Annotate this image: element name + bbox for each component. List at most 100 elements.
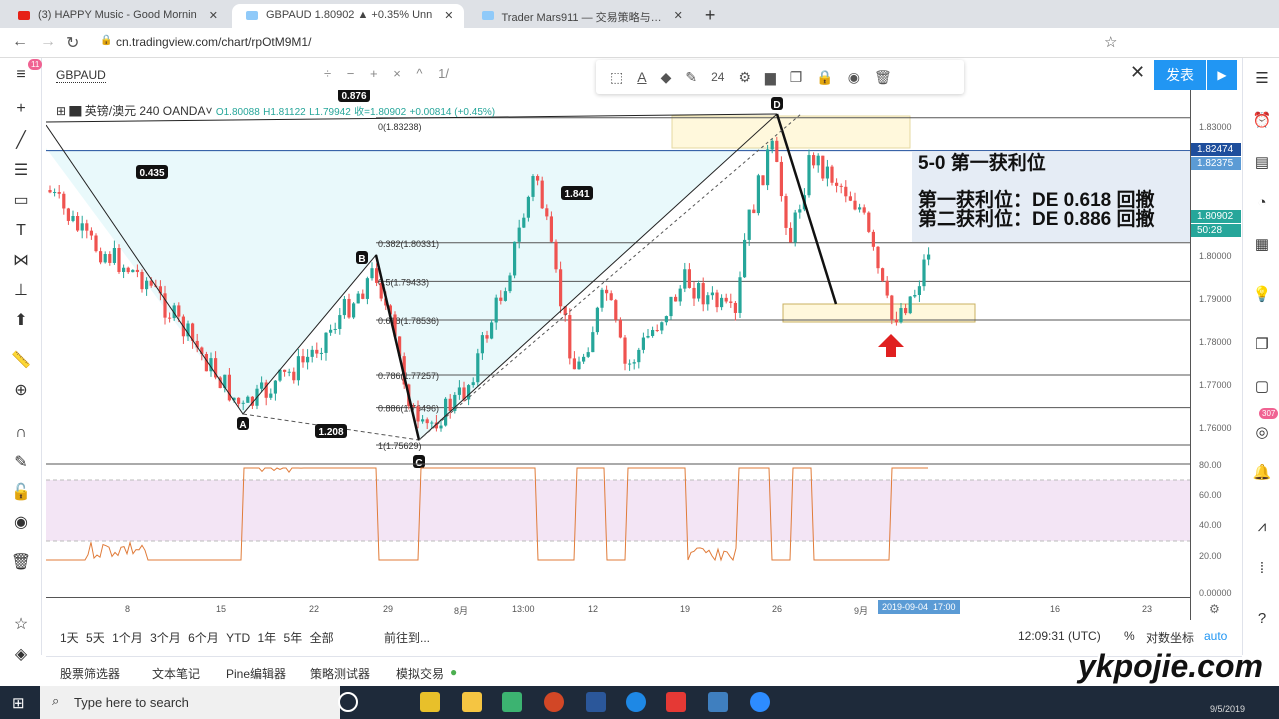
zoom-in-icon[interactable]: ⊕ [14, 382, 28, 399]
last-price-tag: 1.80902 [1191, 210, 1241, 223]
candle [632, 362, 636, 364]
lock-drawings-icon[interactable]: 🔓 [11, 484, 31, 501]
url-field[interactable]: 🔒 cn.tradingview.com/chart/rpOtM9M1/ [100, 35, 312, 49]
auto-toggle[interactable]: auto [1204, 629, 1228, 643]
app-s-blue-icon[interactable] [708, 692, 728, 712]
bookmark-star-icon[interactable]: ☆ [1104, 34, 1118, 51]
log-toggle[interactable]: 对数坐标 [1146, 631, 1195, 645]
arrow-up-icon[interactable]: ⬆ [14, 312, 28, 329]
text-color-icon[interactable]: A [637, 69, 647, 85]
streams-icon[interactable]: ◎ [1255, 424, 1269, 441]
line-color-icon[interactable]: ✎ [685, 68, 698, 85]
close-tab-icon[interactable]: ✕ [444, 10, 454, 22]
candle [729, 301, 733, 303]
alarm-clock-icon[interactable]: ⏰ [1252, 112, 1272, 129]
tab-strategy-tester[interactable]: 策略测试器 [310, 667, 371, 681]
bell-icon[interactable]: 🔔 [1252, 464, 1272, 481]
pattern-icon[interactable]: ⋈ [13, 252, 29, 269]
publish-button[interactable]: 发表 [1154, 60, 1206, 90]
ruler-icon[interactable]: 📏 [11, 352, 31, 369]
dom-icon[interactable]: ⁞ [1259, 560, 1265, 577]
candle [365, 278, 369, 299]
ideas-bulb-icon[interactable]: 💡 [1252, 286, 1272, 303]
zoom-app-icon[interactable] [750, 692, 770, 712]
favorites-star-icon[interactable]: ☆ [13, 616, 29, 633]
replay-icon[interactable]: ▶ [1207, 60, 1237, 90]
symbol-search[interactable]: GBPAUD [56, 68, 106, 83]
crosshair-icon[interactable]: + [16, 100, 26, 117]
wechat-icon[interactable] [502, 692, 522, 712]
forward-icon[interactable]: → [40, 33, 56, 50]
rectangle-icon[interactable]: ▭ [13, 192, 29, 209]
calculator-icon[interactable]: ▤ [1254, 154, 1270, 171]
layers-icon[interactable]: ◈ [14, 646, 28, 663]
file-explorer-icon[interactable] [462, 692, 482, 712]
windows-start-icon[interactable]: ⊞ [12, 695, 25, 712]
percent-toggle[interactable]: % [1124, 629, 1135, 643]
menu-icon[interactable]: ≡ [16, 66, 26, 83]
visibility-icon[interactable]: ◉ [847, 68, 861, 85]
time-tick: 16 [1050, 604, 1061, 614]
edge-icon[interactable] [626, 692, 646, 712]
tab-text-notes[interactable]: 文本笔记 [152, 667, 201, 681]
goto-date-button[interactable]: 前往到... [384, 631, 431, 645]
trash-icon[interactable]: 🗑 [874, 68, 892, 85]
settings-icon[interactable]: ⚙ [738, 68, 752, 85]
help-icon[interactable]: ? [1257, 610, 1267, 627]
close-tab-icon[interactable]: ✕ [208, 10, 218, 22]
hotlist-icon[interactable]: ◔ [1257, 194, 1267, 211]
candle [287, 371, 291, 373]
chats-icon[interactable]: ❐ [1255, 336, 1269, 353]
powerpoint-icon[interactable] [544, 692, 564, 712]
ratio-badge [136, 165, 168, 179]
candle [664, 316, 668, 323]
trend-line-icon[interactable]: ╱ [16, 132, 26, 149]
word-icon[interactable] [586, 692, 606, 712]
clone-icon[interactable]: ❐ [789, 68, 803, 85]
taskbar-search[interactable]: ⌕ Type here to search [40, 686, 340, 719]
new-tab-button[interactable]: + [704, 5, 716, 25]
chrome-icon[interactable] [420, 692, 440, 712]
chat-icon[interactable]: ▢ [1254, 378, 1270, 395]
close-tab-icon[interactable]: ✕ [673, 10, 683, 22]
trash-icon[interactable]: 🗑 [10, 554, 32, 571]
data-window-icon[interactable]: ⩘ [1257, 518, 1267, 535]
browser-tab-youtube[interactable]: (3) HAPPY Music - Good Mornin ✕ [4, 4, 228, 28]
tab-paper-trading[interactable]: 模拟交易 [396, 667, 445, 681]
measure-icon[interactable]: ⊥ [14, 282, 28, 299]
hide-drawings-icon[interactable]: ◉ [14, 514, 28, 531]
clock[interactable]: 12:09:31 (UTC) [1018, 629, 1101, 643]
legend-exchange[interactable]: OANDA [162, 104, 206, 118]
tab-stock-screener[interactable]: 股票筛选器 [60, 667, 121, 681]
time-axis[interactable]: 8 15 22 29 8月 13:00 12 19 26 9月 2019-09-… [46, 597, 1190, 621]
range-buttons[interactable]: 1天 5天 1个月 3个月 6个月 YTD 1年 5年 全部 [60, 629, 334, 646]
zoom-controls[interactable]: ÷ − + × ^ 1/ [324, 66, 449, 81]
legend-toggle-icon[interactable]: ⊞ ▇ [56, 104, 85, 118]
horizontal-lines-icon[interactable]: ☰ [13, 162, 29, 179]
reload-icon[interactable]: ↻ [66, 35, 80, 52]
watchlist-icon[interactable]: ☰ [1255, 70, 1269, 87]
price-tick: 1.83000 [1199, 122, 1232, 132]
calendar-icon[interactable]: ▦ [1254, 236, 1270, 253]
axis-settings-icon[interactable]: ⚙ [1209, 602, 1220, 616]
candle [825, 166, 829, 179]
browser-tab-trader[interactable]: Trader Mars911 — 交易策略与… ✕ [468, 4, 693, 28]
layer-icon[interactable]: ▆ [765, 68, 776, 85]
fill-icon[interactable]: ◆ [660, 68, 672, 85]
browser-tab-tradingview[interactable]: GBPAUD 1.80902 ▲ +0.35% Unn ✕ [231, 4, 464, 28]
draw-mode-icon[interactable]: ✎ [14, 454, 28, 471]
tab-pine-editor[interactable]: Pine编辑器 [226, 667, 287, 681]
cortana-icon[interactable] [338, 692, 358, 712]
back-icon[interactable]: ← [12, 33, 28, 50]
chart-canvas[interactable]: 0(1.83238) 0.382(1.80331) 0.5(1.79433) 0.61… [46, 90, 1190, 597]
lock-icon[interactable]: 🔒 [816, 68, 834, 85]
candle [453, 394, 457, 411]
annotation-note[interactable]: 5-0 第一获利位 第一获利位：DE 0.618 回撤 第二获利位：DE 0.8… [912, 152, 1190, 242]
close-icon[interactable]: ✕ [1130, 62, 1146, 82]
app-s-red-icon[interactable] [666, 692, 686, 712]
text-icon[interactable]: T [16, 222, 26, 239]
price-axis[interactable]: 1.83000 1.80000 1.79000 1.78000 1.77000 … [1190, 90, 1242, 620]
fib-template-icon[interactable]: ⬚ [610, 68, 624, 85]
magnet-icon[interactable]: ∩ [15, 424, 27, 441]
font-size-select[interactable]: 24 [711, 70, 725, 84]
